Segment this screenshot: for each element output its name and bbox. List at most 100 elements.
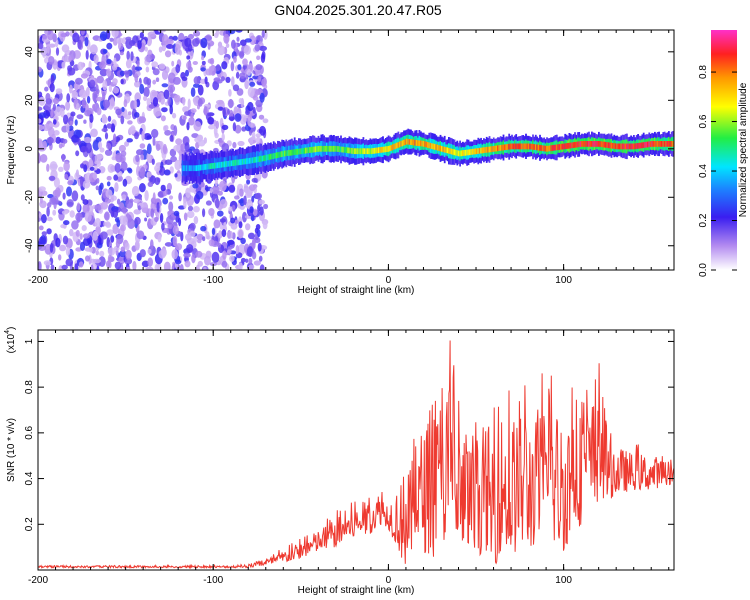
heatmap-signal-cell — [533, 144, 536, 150]
heatmap-noise-cell — [102, 79, 108, 91]
heatmap-noise-cell — [53, 177, 61, 188]
heatmap-noise-cell — [219, 180, 227, 192]
heatmap-signal-cell — [412, 139, 415, 146]
heatmap-noise-cell — [124, 114, 132, 120]
heatmap-noise-cell — [245, 74, 249, 80]
heatmap-cells — [38, 30, 674, 270]
heatmap-noise-cell — [146, 97, 151, 107]
heatmap-noise-cell — [157, 30, 166, 33]
heatmap-noise-cell — [263, 203, 269, 210]
heatmap-noise-cell — [55, 47, 60, 56]
heatmap-signal-cell — [341, 146, 344, 153]
heatmap-signal-cell — [285, 150, 288, 157]
heatmap-signal-cell — [497, 145, 499, 152]
heatmap-signal-cell — [373, 147, 376, 154]
x-tick-label: -100 — [203, 275, 223, 286]
heatmap-signal-cell — [519, 143, 522, 150]
heatmap-noise-cell — [112, 223, 119, 235]
heatmap-signal-cell — [391, 144, 394, 151]
heatmap-signal-cell — [515, 143, 518, 150]
heatmap-signal-cell — [383, 146, 386, 153]
heatmap-y-axis-label: Frequency (Hz) — [6, 116, 17, 185]
y-tick-label: 1 — [24, 338, 35, 344]
heatmap-signal-cell — [417, 140, 419, 146]
heatmap-signal-cell — [530, 143, 533, 150]
heatmap-noise-cell — [125, 249, 132, 260]
heatmap-noise-cell — [178, 217, 182, 227]
heatmap-signal-cell — [574, 142, 576, 148]
heatmap-noise-cell — [243, 195, 247, 206]
heatmap-noise-cell — [61, 264, 68, 270]
colorbar-tick-label: 0.2 — [698, 213, 709, 227]
heatmap-noise-cell — [228, 116, 235, 121]
heatmap-signal-cell — [275, 152, 278, 159]
heatmap-signal-cell — [363, 148, 366, 155]
heatmap-noise-cell — [172, 235, 178, 247]
heatmap-signal-cell — [558, 144, 561, 150]
heatmap-noise-cell — [208, 124, 215, 130]
heatmap-signal-cell — [190, 165, 192, 172]
heatmap-signal-cell — [649, 141, 652, 147]
heatmap-noise-cell — [185, 187, 191, 198]
heatmap-noise-cell — [113, 174, 119, 181]
snr-y-axis-label: SNR (10 * v/v) — [6, 418, 17, 482]
heatmap-signal-cell — [414, 139, 417, 146]
heatmap-noise-cell — [162, 197, 169, 205]
heatmap-noise-cell — [261, 78, 267, 87]
heatmap-noise-cell — [157, 234, 162, 243]
heatmap-signal-cell — [215, 162, 218, 169]
heatmap-noise-cell — [62, 235, 69, 245]
heatmap-noise-cell — [98, 256, 106, 267]
heatmap-signal-cell — [284, 150, 286, 157]
heatmap-signal-cell — [408, 139, 411, 145]
heatmap-signal-cell — [462, 150, 464, 156]
heatmap-signal-cell — [547, 145, 550, 152]
heatmap-signal-cell — [204, 164, 206, 170]
heatmap-noise-cell — [195, 264, 200, 270]
heatmap-noise-cell — [38, 152, 41, 164]
heatmap-noise-cell — [223, 33, 230, 44]
heatmap-noise-cell — [125, 59, 132, 69]
heatmap-signal-cell — [557, 144, 560, 151]
heatmap-signal-cell — [616, 143, 618, 150]
heatmap-noise-cell — [109, 197, 114, 203]
heatmap-noise-cell — [125, 36, 132, 41]
heatmap-signal-cell — [569, 142, 572, 149]
heatmap-noise-cell — [111, 30, 119, 38]
heatmap-signal-cell — [527, 143, 530, 150]
heatmap-noise-cell — [182, 96, 186, 106]
heatmap-signal-cell — [333, 145, 335, 152]
heatmap-noise-cell — [54, 187, 61, 198]
heatmap-noise-cell — [136, 60, 140, 67]
heatmap-signal-cell — [463, 150, 466, 156]
heatmap-noise-cell — [75, 229, 80, 237]
heatmap-signal-cell — [424, 141, 426, 147]
heatmap-noise-cell — [228, 184, 236, 193]
heatmap-noise-cell — [262, 118, 269, 124]
heatmap-noise-cell — [217, 210, 224, 217]
heatmap-noise-cell — [258, 199, 266, 205]
heatmap-signal-cell — [502, 144, 505, 151]
heatmap-signal-cell — [267, 154, 269, 161]
heatmap-noise-cell — [200, 67, 206, 72]
heatmap-signal-cell — [624, 143, 627, 150]
heatmap-noise-cell — [51, 196, 59, 205]
heatmap-noise-cell — [168, 195, 174, 200]
heatmap-signal-cell — [181, 165, 184, 172]
heatmap-signal-cell — [263, 155, 265, 162]
heatmap-signal-cell — [655, 141, 658, 147]
heatmap-signal-cell — [553, 144, 555, 151]
heatmap-signal-cell — [218, 162, 220, 168]
x-tick-label: 100 — [555, 575, 572, 586]
heatmap-noise-cell — [106, 181, 111, 187]
heatmap-signal-cell — [509, 143, 512, 150]
heatmap-noise-cell — [197, 84, 204, 96]
heatmap-signal-cell — [384, 146, 387, 153]
heatmap-noise-cell — [229, 255, 235, 262]
y-tick-label: 0 — [24, 146, 35, 152]
heatmap-frame — [37, 29, 675, 271]
heatmap-noise-cell — [169, 166, 174, 174]
colorbar-tick-label: 0.6 — [698, 114, 709, 128]
heatmap-signal-cell — [348, 147, 351, 154]
heatmap-noise-cell — [69, 84, 73, 94]
